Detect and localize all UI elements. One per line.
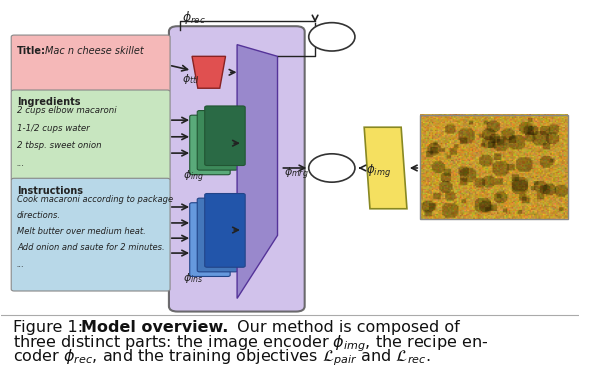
FancyBboxPatch shape (190, 203, 230, 276)
Text: 2 cups elbow macaroni: 2 cups elbow macaroni (17, 106, 116, 115)
FancyBboxPatch shape (197, 198, 238, 272)
Text: Instructions: Instructions (17, 186, 83, 196)
Text: directions.: directions. (17, 211, 61, 220)
Text: 2 tbsp. sweet onion: 2 tbsp. sweet onion (17, 141, 101, 150)
Text: coder $\phi_{rec}$, and the training objectives $\mathcal{L}_{pair}$ and $\mathc: coder $\phi_{rec}$, and the training obj… (13, 347, 430, 368)
Text: Ingredients: Ingredients (17, 97, 80, 107)
Text: Title:: Title: (17, 46, 46, 56)
Polygon shape (364, 127, 407, 209)
Text: three distinct parts: the image encoder $\phi_{img}$, the recipe en-: three distinct parts: the image encoder … (13, 334, 488, 354)
Text: $\phi_{mrg}$: $\phi_{mrg}$ (284, 165, 309, 181)
Text: Our method is composed of: Our method is composed of (232, 321, 460, 335)
Text: 1-1/2 cups water: 1-1/2 cups water (17, 124, 89, 133)
Text: $\mathcal{L}_{pair}$: $\mathcal{L}_{pair}$ (320, 161, 344, 175)
FancyBboxPatch shape (169, 26, 305, 312)
FancyBboxPatch shape (205, 194, 245, 267)
Text: $\phi_{ing}$: $\phi_{ing}$ (183, 168, 204, 185)
Text: Add onion and saute for 2 minutes.: Add onion and saute for 2 minutes. (17, 243, 164, 253)
FancyBboxPatch shape (11, 35, 170, 92)
Text: Cook macaroni according to package: Cook macaroni according to package (17, 194, 173, 204)
Polygon shape (237, 45, 278, 298)
Text: ...: ... (17, 260, 25, 269)
Circle shape (309, 23, 355, 51)
Text: Melt butter over medium heat.: Melt butter over medium heat. (17, 227, 146, 236)
Text: $\phi_{img}$: $\phi_{img}$ (366, 162, 391, 179)
Polygon shape (192, 56, 226, 88)
Text: $\phi_{ttl}$: $\phi_{ttl}$ (182, 72, 199, 86)
FancyBboxPatch shape (197, 111, 238, 170)
FancyBboxPatch shape (205, 106, 245, 165)
Text: $\mathcal{L}_{rec}$: $\mathcal{L}_{rec}$ (321, 30, 343, 44)
Text: $\phi_{ins}$: $\phi_{ins}$ (183, 271, 203, 285)
FancyBboxPatch shape (11, 178, 170, 291)
Text: ...: ... (17, 159, 25, 168)
Text: Figure 1:: Figure 1: (13, 321, 94, 335)
FancyBboxPatch shape (190, 115, 230, 175)
Circle shape (309, 154, 355, 182)
Text: Mac n cheese skillet: Mac n cheese skillet (45, 46, 143, 56)
FancyBboxPatch shape (11, 90, 170, 180)
Text: $\phi_{rec}$: $\phi_{rec}$ (182, 9, 206, 26)
Text: Model overview.: Model overview. (81, 321, 229, 335)
